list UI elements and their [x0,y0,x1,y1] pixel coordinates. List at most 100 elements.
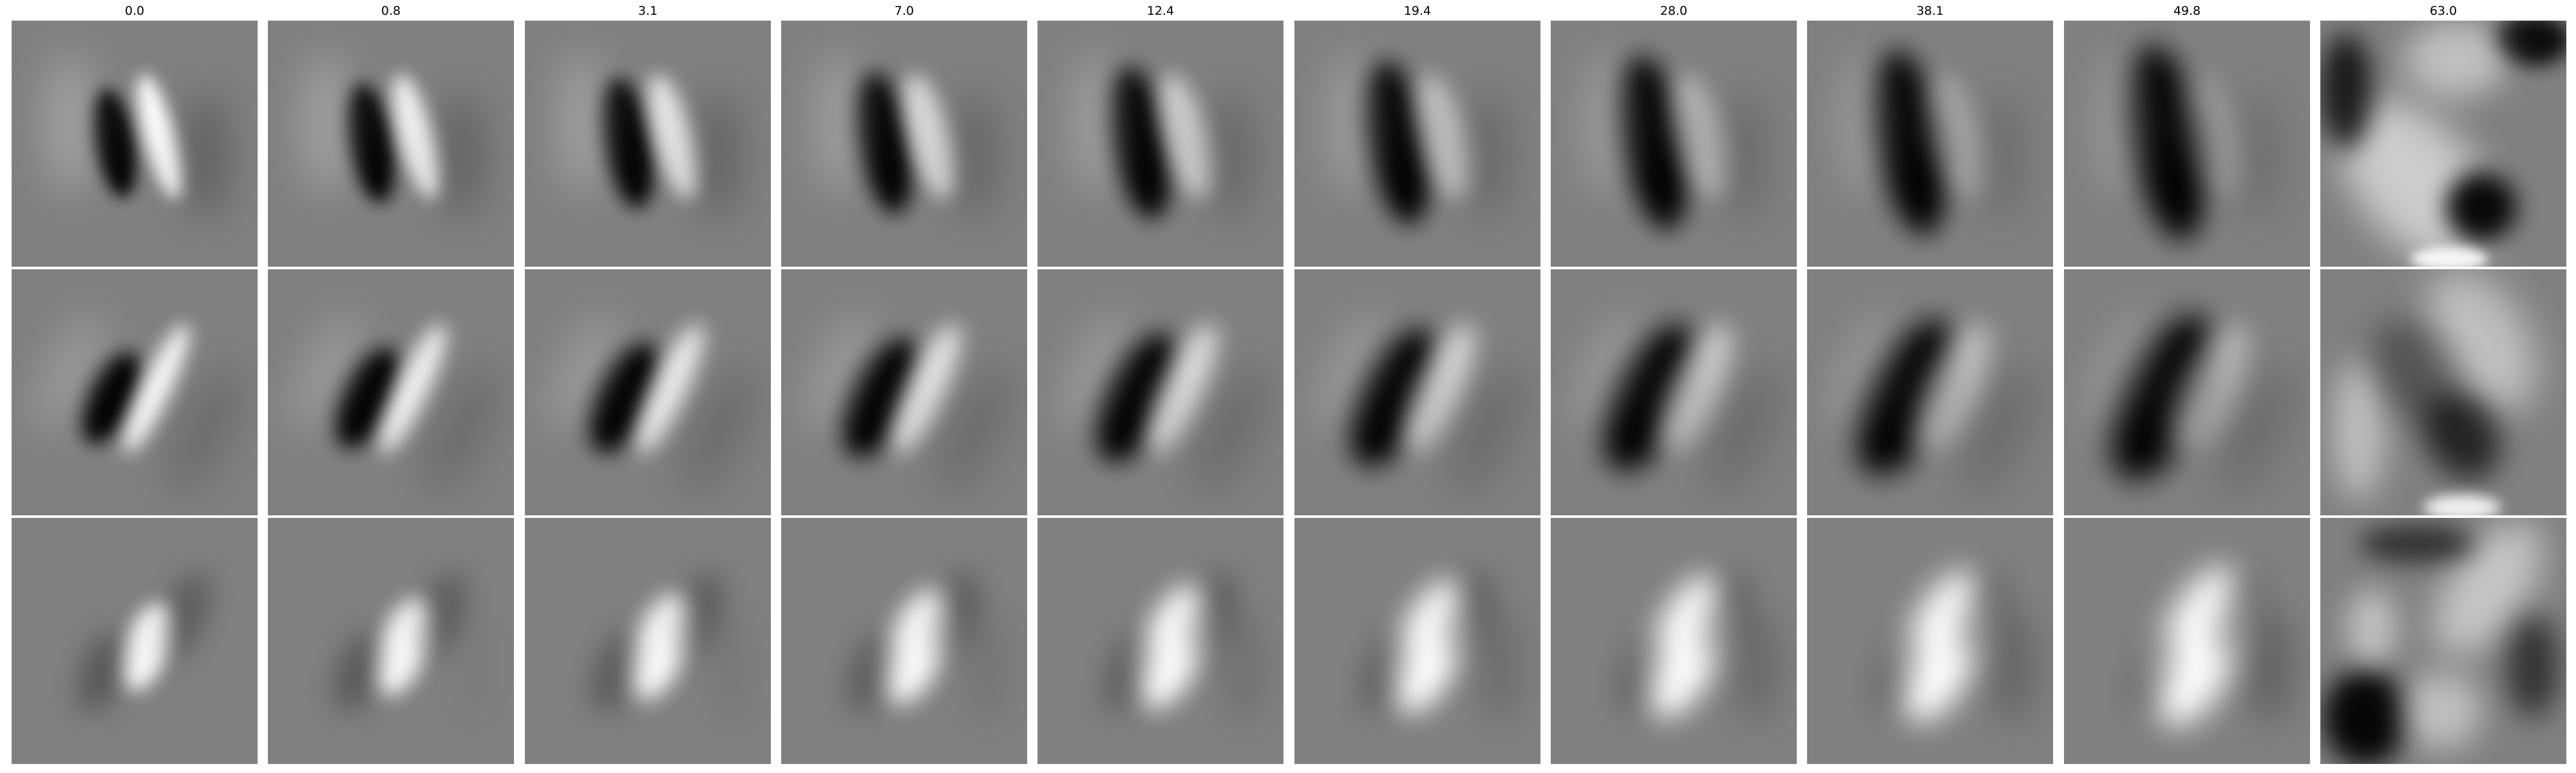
filter-panel [781,21,1027,267]
filter-blob [2433,521,2543,656]
filter-blob [2423,495,2501,515]
filter-blob [965,608,1010,724]
filter-image [1807,518,2053,764]
filter-image [268,21,514,267]
filter-blob [1193,365,1269,496]
filter-blob [1350,329,1438,467]
filter-panel [2320,518,2566,764]
filter-image [1294,269,1540,515]
filter-panel [2064,269,2310,515]
filter-panel [1807,518,2053,764]
column-title: 19.4 [1403,4,1432,18]
filter-blob [1137,584,1209,709]
filter-blob [1361,633,1408,712]
filter-blob [137,74,182,199]
filter-blob [1583,53,1634,195]
filter-blob [675,571,723,658]
filter-blob [1188,571,1235,658]
filter-image [1551,269,1797,515]
filter-image [12,518,258,764]
filter-blob [93,88,137,198]
filter-blob [843,338,919,458]
filter-blob [2320,33,2372,149]
filter-blob [292,313,360,432]
filter-blob [1110,66,1171,220]
filter-blob [336,348,400,448]
filter-image [1551,21,1797,267]
filter-blob [1957,571,2005,658]
filter-image [2320,269,2566,515]
filter-panel [2320,269,2566,515]
column-title: 7.0 [894,4,914,18]
filter-blob [904,74,955,199]
filter-blob [708,608,753,724]
filter-image [2064,518,2310,764]
filter-image [781,269,1027,515]
filter-image [268,518,514,764]
column-title: 0.8 [381,4,401,18]
filter-panel [12,518,258,764]
filter-image [268,269,514,515]
filter-panel [781,518,1027,764]
filter-blob [1104,633,1151,712]
filter-blob [1096,334,1179,463]
filter-blob [696,91,741,220]
filter-image [1037,518,1283,764]
filter-blob [848,633,895,712]
filter-blob [592,633,638,712]
filter-blob [375,598,431,696]
filter-blob [1061,313,1130,432]
filter-image [1294,21,1540,267]
filter-image [525,518,771,764]
filter-blob [2404,673,2481,750]
filter-blob [1159,74,1213,199]
filter-blob [1327,53,1378,195]
filter-panel [268,21,514,267]
filter-blob [418,571,466,658]
filter-blob [629,593,691,700]
filter-blob [1839,53,1891,195]
filter-blob [1575,313,1643,432]
filter-blob [2372,318,2461,426]
filter-panel [268,269,514,515]
filter-blob [35,313,104,432]
filter-image [781,518,1027,764]
filter-blob [2404,21,2507,98]
filter-blob [805,313,873,432]
filter-panel [2064,518,2310,764]
filter-blob [891,323,961,453]
filter-blob [1147,323,1218,453]
filter-blob [589,343,660,453]
filter-blob [2248,608,2293,724]
filter-blob [680,365,756,496]
filter-panel [1551,518,1797,764]
filter-blob [1706,365,1782,496]
filter-blob [636,323,704,453]
filter-blob [2410,247,2488,267]
filter-blob [1962,365,2038,496]
filter-image [12,269,258,515]
filter-blob [813,53,865,195]
filter-blob [1701,571,1748,658]
filter-image [2320,518,2566,764]
filter-blob [2096,53,2148,195]
filter-blob [1874,633,1920,712]
filter-image [1037,269,1283,515]
column-title: 63.0 [2429,4,2458,18]
filter-blob [162,571,209,658]
filter-blob [2507,615,2559,718]
filter-blob [2088,313,2156,432]
filter-blob [182,91,227,220]
filter-blob [347,83,395,203]
filter-panel [2320,21,2566,267]
filter-blob [1478,608,1523,724]
filter-blob [1604,325,1698,472]
filter-blob [2131,633,2177,712]
filter-blob [2214,571,2262,658]
filter-panel [781,269,1027,515]
filter-blob [1208,91,1253,220]
filter-blob [952,91,997,220]
filter-image [2064,269,2310,515]
filter-image [12,21,258,267]
filter-image [525,269,771,515]
